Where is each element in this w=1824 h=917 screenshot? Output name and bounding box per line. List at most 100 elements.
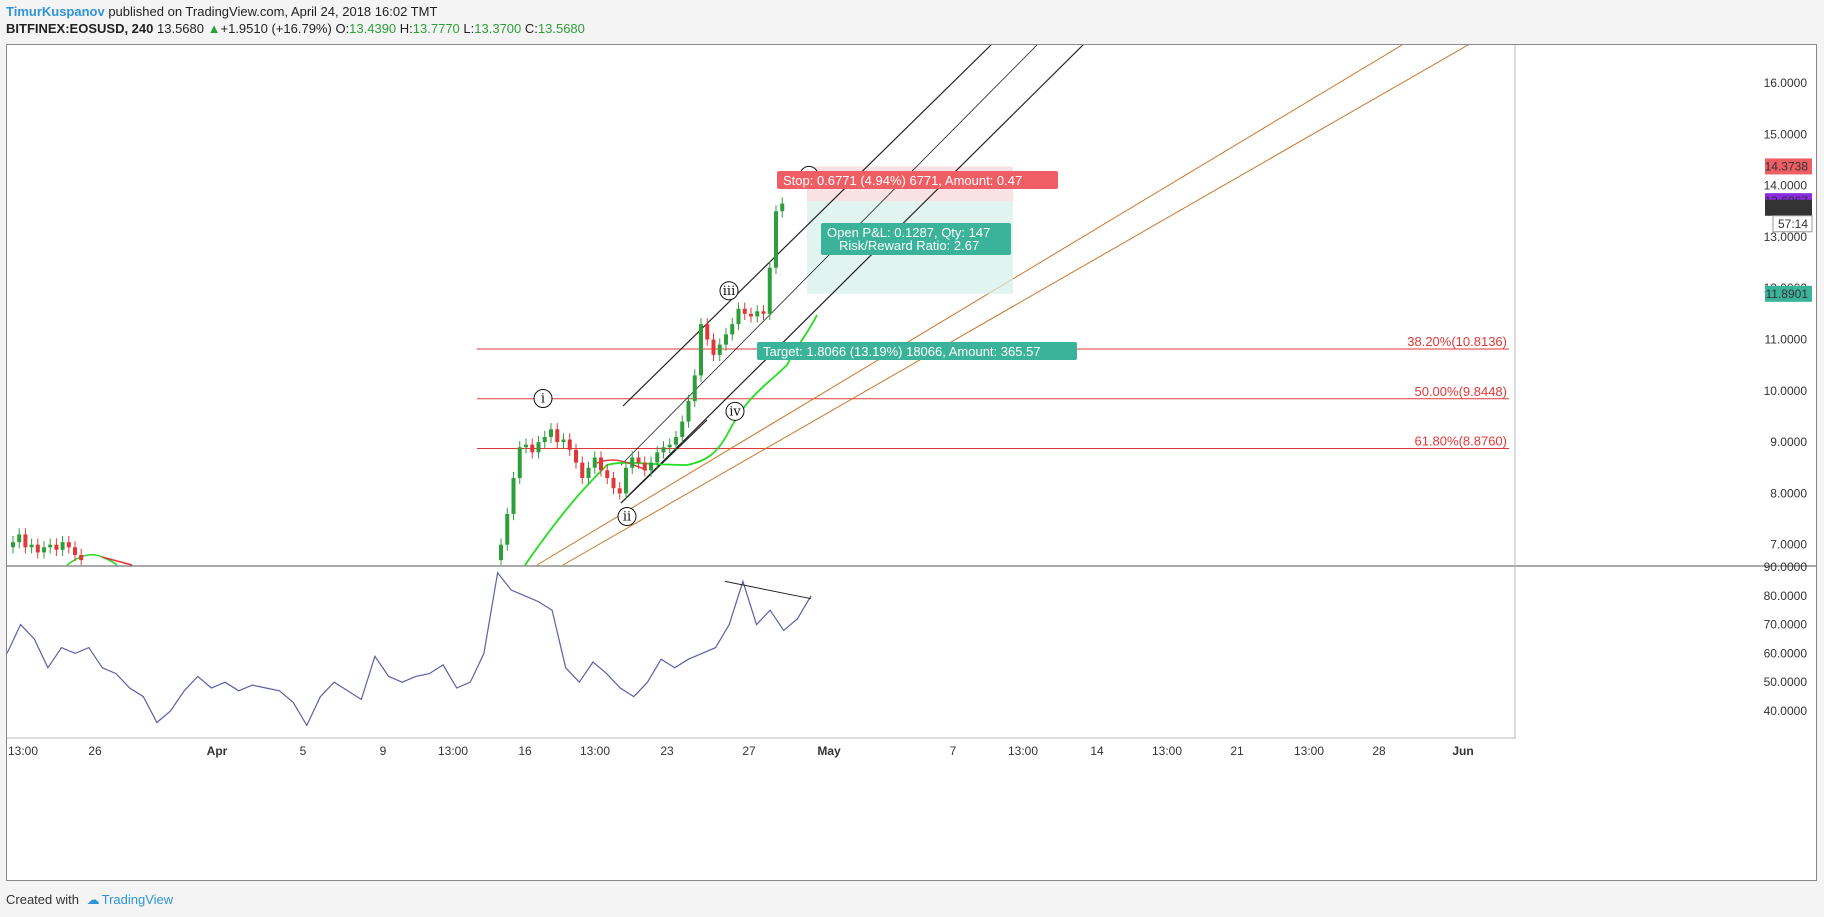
candle-body [567,439,572,450]
high-value: 13.7770 [412,21,460,36]
chart-canvas[interactable]: 38.20%(10.8136) 50.00%(9.8448) 61.80%(8.87… [7,45,1816,880]
tradingview-brand[interactable]: TradingView [101,892,174,907]
candle-body [605,470,610,479]
time-tick: 5 [300,744,307,758]
fan-line-upper [536,45,1403,566]
candle-body [549,429,553,437]
wave-circle-ii [617,506,637,526]
candle-body [624,467,628,494]
rsi-tick: 40.0000 [1764,704,1808,718]
time-tick: 27 [742,744,756,758]
price-label-stop: 14.3738 [1765,159,1809,173]
candle-body [686,401,691,422]
price-tick: 7.0000 [1770,538,1807,552]
rsi-divergence-line [724,580,812,600]
candle-body [655,452,660,463]
candle-body [35,544,40,553]
candle-body [761,311,766,314]
low-label: L: [463,21,475,36]
target-label: Target: 1.8066 (13.19%) 18066, Amount: 3… [763,344,1041,359]
wave-label-i: i [541,391,545,406]
wave-circle-i [533,388,553,408]
pnl-label-box [821,223,1011,255]
candle-body [530,444,535,453]
wave-label-iii: iii [723,284,735,299]
time-tick: 13:00 [1152,744,1182,758]
time-tick: May [817,744,841,758]
tradingview-logo-icon[interactable]: ☁ [86,892,100,907]
candle-body [42,547,46,553]
ema-left-red [101,556,133,566]
price-label-bg-stop [1765,158,1812,175]
rsi-tick: 60.0000 [1764,646,1808,660]
candle-body [749,313,753,317]
stop-label-box [777,171,1058,189]
symbol-info: BITFINEX:EOSUSD, 240 13.5680 ▲+1.9510 (+… [6,21,585,36]
rsi-tick: 80.0000 [1764,589,1808,603]
time-tick: 9 [380,744,387,758]
wave-circle-iii [719,281,739,301]
close-value: 13.5680 [537,21,585,36]
price-label-bg-last [1765,199,1812,216]
candle-body [511,478,516,514]
fib-label-1: 50.00%(9.8448) [1414,384,1507,399]
price-label-bg-target [1765,285,1812,302]
time-tick: 13:00 [8,744,38,758]
time-tick: 28 [1372,744,1386,758]
candle-body [580,462,585,479]
candle-body [586,467,591,479]
candle-body [636,457,641,463]
candle-body [649,462,653,471]
candle-body [599,457,603,471]
candle-body [17,534,22,543]
wave-label-ii: ii [623,509,631,524]
wave-label-iv: iv [729,404,741,419]
candle-body [23,534,28,548]
candle-body [73,547,77,555]
last-price: 13.5680 [157,21,204,36]
candle-body [561,439,566,443]
price-tick: 8.0000 [1770,486,1807,500]
close-label: C: [524,21,538,36]
price-label-last: 13.5680 [1765,201,1809,215]
channel-lower [620,45,1084,504]
price-tick: 9.0000 [1770,435,1807,449]
ema-right-green [524,314,818,566]
candle-body [60,542,65,550]
price-label-bg-countdown [1772,215,1813,233]
candle-body [717,344,722,355]
time-tick: Apr [207,744,228,758]
time-tick: 23 [660,744,674,758]
candle-body [699,324,703,376]
rsi-tick: 70.0000 [1764,618,1808,632]
candle-body [692,375,697,402]
fib-label-2: 61.80%(8.8760) [1414,433,1507,448]
fib-label-0: 38.20%(10.8136) [1407,334,1507,349]
candle-body [48,544,53,548]
candle-body [711,339,716,355]
pnl-label-1: Open P&L: 0.1287, Qty: 147 [827,225,990,240]
candle-body [617,488,622,494]
price-label-countdown: 57:14 [1778,217,1808,231]
candle-body [574,449,578,463]
open-label: O: [335,21,350,36]
candle-body [736,308,741,325]
candle-body [524,444,528,448]
candle-body [755,311,760,317]
channel-upper [622,45,992,407]
price-tick: 15.0000 [1764,127,1808,141]
candle-body [680,421,685,437]
price-tick: 14.0000 [1764,179,1808,193]
target-label-box [757,342,1077,360]
publish-info: TimurKuspanov published on TradingView.c… [6,4,437,19]
candle-body [630,457,635,468]
author-link[interactable]: TimurKuspanov [6,4,105,19]
open-value: 13.4390 [349,21,397,36]
time-tick: 7 [950,744,957,758]
candle-body [667,444,672,448]
high-label: H: [399,21,413,36]
candle-body [774,211,778,268]
candle-body [11,542,15,548]
time-tick: 13:00 [438,744,468,758]
chart-frame[interactable]: 38.20%(10.8136) 50.00%(9.8448) 61.80%(8.87… [6,44,1817,881]
